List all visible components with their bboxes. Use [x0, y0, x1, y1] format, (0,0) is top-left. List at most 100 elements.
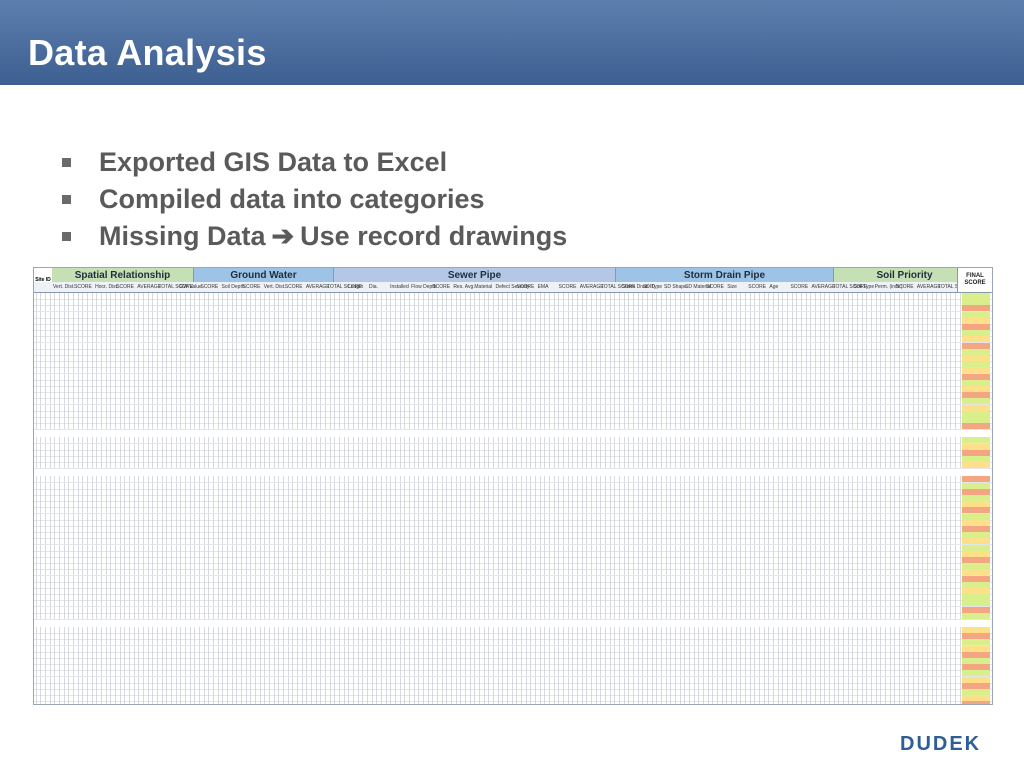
row-cells [34, 437, 992, 444]
final-score-cell [962, 507, 990, 514]
final-score-cell [962, 701, 990, 704]
final-score-cell [962, 404, 990, 411]
final-score-cell [962, 682, 990, 689]
table-row [34, 423, 992, 431]
final-score-cell [962, 550, 990, 557]
final-score-cell [962, 386, 990, 392]
row-cells [34, 563, 992, 570]
final-score-cell [962, 581, 990, 588]
final-score-cell [962, 600, 990, 607]
data-rows [34, 293, 992, 704]
row-cells [34, 507, 992, 514]
column-header: SCORE [432, 284, 451, 290]
column-header: EMA [537, 284, 549, 290]
column-header: SCORE [284, 284, 303, 290]
row-cells [34, 392, 992, 399]
final-score-cell [962, 569, 990, 576]
final-score-cell [962, 348, 990, 355]
column-header: SCORE [116, 284, 134, 290]
column-header: Defect Severity [495, 284, 530, 290]
final-score-cell [962, 482, 990, 489]
row-cells [34, 488, 992, 495]
column-header: TOTAL SCORE [158, 284, 193, 290]
row-cells [34, 639, 992, 646]
table-row [34, 462, 992, 470]
final-score-cell [962, 575, 990, 582]
right-arrow-icon: ➔ [271, 221, 295, 251]
row-cells [34, 664, 992, 671]
final-score-cell [962, 495, 990, 501]
bullet-item: Compiled data into categories [62, 181, 567, 218]
row-cells [34, 476, 992, 483]
row-cells [34, 569, 992, 576]
column-header: SD Material [685, 284, 712, 290]
final-score-cell [962, 373, 990, 380]
column-header: Soil Type [853, 284, 875, 290]
row-cells [34, 575, 992, 582]
column-header: TOTAL SCORE [600, 284, 636, 290]
bullet-list: Exported GIS Data to Excel Compiled data… [62, 144, 567, 255]
row-cells [34, 658, 992, 664]
row-cells [34, 682, 992, 689]
final-score-cell [962, 695, 990, 702]
row-cells [34, 299, 992, 306]
final-score-cell [962, 437, 990, 444]
final-score-cell [962, 476, 990, 483]
column-header: Storm Drain ID [621, 284, 655, 290]
bullet-item: Missing Data ➔ Use record drawings [62, 218, 567, 255]
column-header: SCORE [790, 284, 809, 290]
column-header: Vert. Dist. [263, 284, 286, 290]
row-cells [34, 544, 992, 551]
slide-title: Data Analysis [28, 32, 267, 73]
final-score-cell [962, 410, 990, 417]
row-cells [34, 695, 992, 702]
column-header: Age [769, 284, 779, 290]
final-score-cell [962, 538, 990, 545]
row-cells [34, 423, 992, 430]
row-cells [34, 532, 992, 539]
column-header: SCORE [74, 284, 92, 290]
row-cells [34, 594, 992, 601]
column-header-row: Vert. Dist. SCORE Horz. Dist. SCORE AVERAGE T… [34, 282, 992, 293]
final-score-cell [962, 299, 990, 306]
bullet-square-icon [62, 158, 71, 167]
final-score-cell [962, 689, 990, 695]
row-cells [34, 633, 992, 640]
row-cells [34, 311, 992, 318]
column-header: AVERAGE [811, 284, 836, 290]
row-cells [34, 581, 992, 588]
final-score-cell [962, 627, 990, 633]
column-header: Size [727, 284, 737, 290]
column-header: Soil Depth [221, 284, 245, 290]
final-score-cell [962, 417, 990, 423]
bullet-text: Missing Data [99, 221, 266, 251]
row-cells [34, 519, 992, 526]
bullet-square-icon [62, 232, 71, 241]
column-header: Horz. Dist. [95, 284, 119, 290]
row-cells [34, 330, 992, 337]
column-header: Res. Avg. [453, 284, 475, 290]
final-score-header: FINAL SCORE [957, 268, 992, 292]
column-header: AVERAGE [305, 284, 330, 290]
row-cells [34, 670, 992, 677]
spreadsheet-image: Site ID Spatial Relationship Ground Water… [33, 267, 993, 705]
row-cells [34, 449, 992, 456]
row-cells [34, 701, 992, 704]
column-header: AVERAGE [916, 284, 941, 290]
final-score-cell [962, 544, 990, 551]
row-cells [34, 557, 992, 563]
row-cells [34, 501, 992, 508]
column-header: SCORE [706, 284, 724, 290]
row-cells [34, 606, 992, 613]
row-cells [34, 355, 992, 361]
column-header: TOTAL SCORE [832, 284, 868, 290]
final-score-cell [962, 639, 990, 646]
final-score-cell [962, 658, 990, 664]
final-score-cell [962, 293, 990, 299]
row-cells [34, 689, 992, 695]
column-header: Flow Depth [411, 284, 437, 290]
group-header: Sewer Pipe [334, 268, 616, 282]
row-cells [34, 367, 992, 374]
final-score-cell [962, 311, 990, 318]
row-cells [34, 526, 992, 532]
